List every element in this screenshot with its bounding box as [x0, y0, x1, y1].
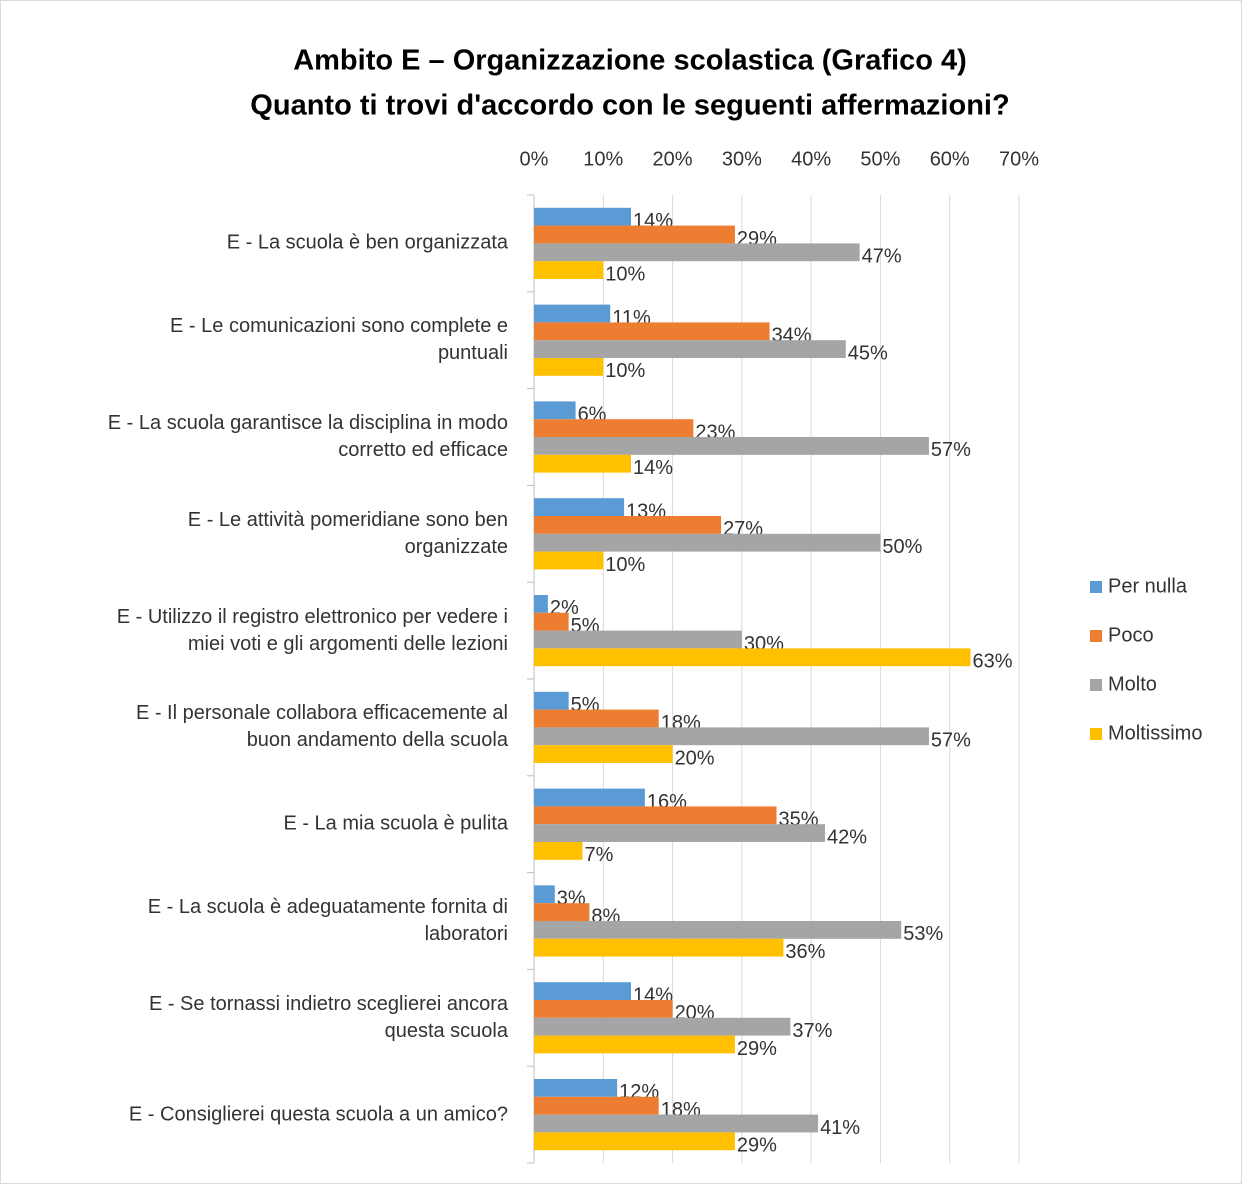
bar [534, 551, 604, 570]
bar [534, 340, 846, 358]
legend-label: Moltissimo [1108, 722, 1202, 744]
bar [534, 824, 825, 842]
bar [534, 304, 611, 323]
bar [534, 842, 583, 860]
bar [534, 1017, 791, 1036]
data-label: 41% [820, 1117, 860, 1139]
bar [534, 498, 625, 516]
legend-label: Poco [1108, 624, 1154, 646]
y-tick-label: E - Il personale collabora efficacemente… [135, 702, 508, 752]
legend-label: Molto [1108, 673, 1157, 695]
bar [534, 903, 590, 921]
bar [534, 630, 742, 649]
bar [534, 806, 777, 825]
bar [534, 595, 548, 613]
bar [534, 745, 673, 763]
bar [534, 1132, 735, 1151]
bar [534, 885, 555, 904]
legend-swatch [1090, 728, 1102, 740]
y-tick-label: E - La scuola è ben organizzata [226, 231, 508, 254]
chart-subtitle: Quanto ti trovi d'accordo con le seguent… [250, 90, 1009, 122]
data-label: 7% [585, 844, 614, 866]
bar [534, 982, 631, 1000]
bar [534, 691, 569, 710]
data-label: 47% [862, 246, 902, 268]
y-tick-label: E - Le comunicazioni sono complete e pun… [170, 315, 508, 365]
bar [534, 437, 929, 455]
data-label: 10% [605, 554, 645, 576]
legend-label: Per nulla [1108, 575, 1188, 597]
data-label: 10% [605, 360, 645, 382]
bar [534, 454, 631, 473]
legend-swatch [1090, 630, 1102, 642]
bar [534, 1114, 819, 1133]
bar [534, 1000, 673, 1018]
data-label: 53% [903, 923, 943, 945]
data-label: 57% [931, 730, 971, 752]
bar [534, 358, 604, 376]
data-label: 10% [605, 263, 645, 285]
x-tick-label: 10% [583, 148, 623, 170]
chart-title: Ambito E – Organizzazione scolastica (Gr… [293, 45, 967, 77]
bar [534, 401, 576, 420]
bar [534, 261, 604, 279]
bar [534, 1096, 659, 1115]
data-label: 20% [675, 747, 715, 769]
bar [534, 225, 735, 244]
data-label: 29% [737, 1135, 777, 1157]
x-tick-label: 40% [791, 148, 831, 170]
data-label: 37% [792, 1020, 832, 1042]
bar [534, 727, 929, 746]
x-tick-label: 0% [520, 148, 549, 170]
data-label: 63% [973, 651, 1013, 673]
x-tick-label: 60% [930, 148, 970, 170]
y-tick-label: E - Consiglierei questa scuola a un amic… [128, 1103, 508, 1126]
bar [534, 938, 784, 957]
data-label: 29% [737, 1038, 777, 1060]
y-tick-label: E - Utilizzo il registro elettronico per… [116, 605, 508, 655]
x-tick-label: 30% [722, 148, 762, 170]
data-label: 42% [827, 826, 867, 848]
data-label: 50% [882, 536, 922, 558]
y-tick-label: E - La scuola è adeguatamente fornita di… [147, 896, 508, 945]
bar [534, 921, 902, 939]
bar [534, 709, 659, 728]
bar [534, 533, 881, 552]
x-tick-label: 50% [860, 148, 900, 170]
y-tick-label: E - Le attività pomeridiane sono ben org… [187, 508, 508, 558]
bar [534, 322, 770, 341]
y-tick-label: E - Se tornassi indietro sceglierei anco… [148, 992, 508, 1042]
data-label: 36% [785, 941, 825, 963]
x-tick-label: 70% [999, 148, 1039, 170]
data-label: 57% [931, 439, 971, 461]
bar [534, 648, 971, 667]
bar [534, 1035, 735, 1054]
bar [534, 516, 722, 534]
bar [534, 207, 631, 226]
bar [534, 788, 645, 807]
bar [534, 419, 694, 437]
bar [534, 1079, 618, 1097]
legend-swatch [1090, 581, 1102, 593]
legend-swatch [1090, 679, 1102, 691]
bar [534, 243, 860, 262]
data-label: 14% [633, 457, 673, 479]
data-label: 45% [848, 342, 888, 364]
y-tick-label: E - La scuola garantisce la disciplina i… [107, 412, 508, 461]
bar [534, 612, 569, 631]
x-tick-label: 20% [653, 148, 693, 170]
y-tick-label: E - La mia scuola è pulita [283, 812, 508, 835]
